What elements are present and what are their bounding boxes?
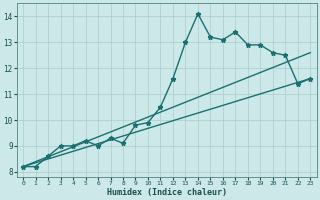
X-axis label: Humidex (Indice chaleur): Humidex (Indice chaleur): [107, 188, 227, 197]
